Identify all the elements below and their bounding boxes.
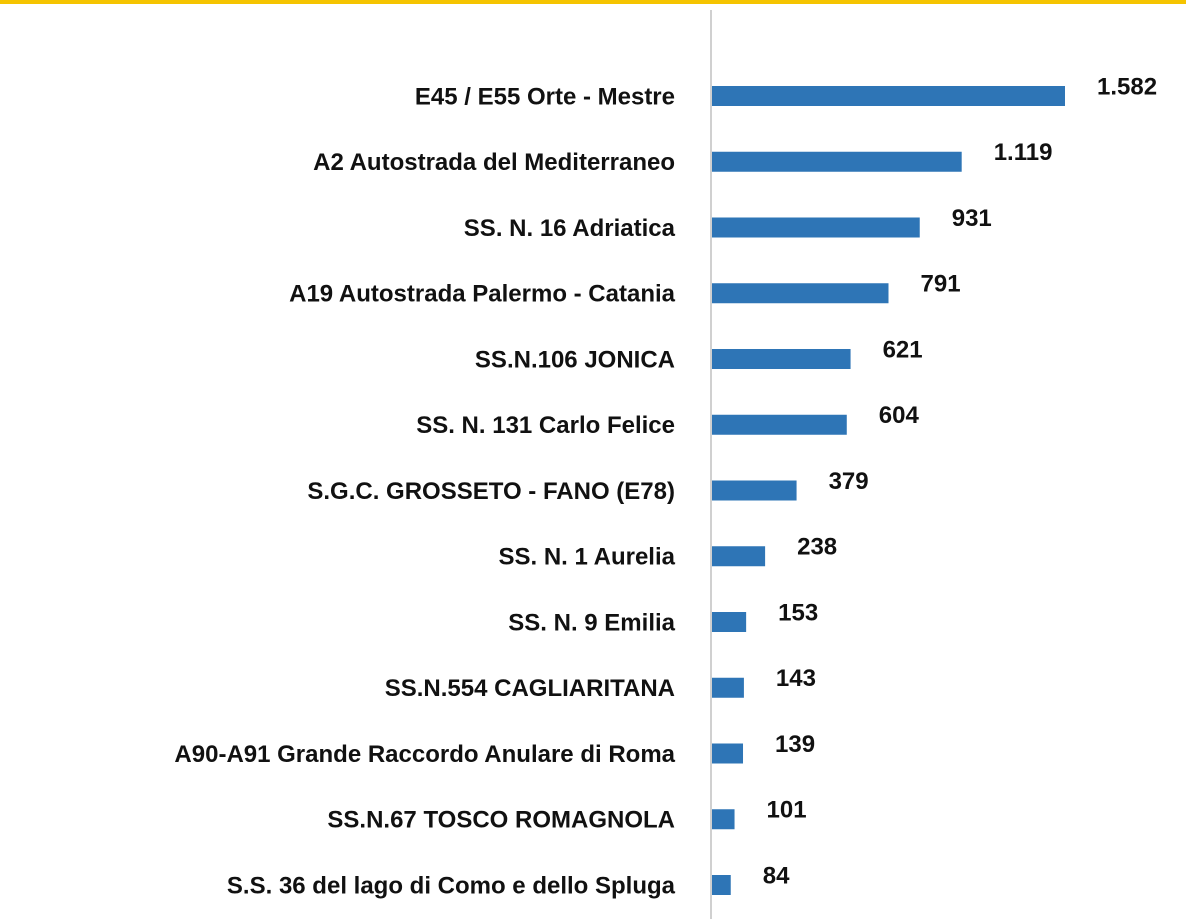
category-label: SS. N. 9 Emilia	[508, 609, 675, 636]
bar	[712, 480, 797, 501]
bar	[712, 546, 766, 567]
category-label: S.S. 36 del lago di Como e dello Spluga	[227, 872, 676, 899]
top-border	[0, 0, 1186, 4]
value-label: 84	[763, 862, 790, 889]
value-label: 931	[952, 205, 992, 232]
value-label: 1.582	[1097, 73, 1157, 100]
value-label: 143	[776, 665, 816, 692]
bar	[712, 283, 889, 304]
category-label: SS. N. 16 Adriatica	[464, 215, 676, 242]
category-label: SS.N.106 JONICA	[475, 346, 675, 373]
category-label: SS.N.67 TOSCO ROMAGNOLA	[327, 807, 675, 834]
value-label: 139	[775, 731, 815, 758]
value-label: 621	[883, 336, 923, 363]
value-label: 101	[767, 797, 807, 824]
value-label: 379	[829, 468, 869, 495]
bar	[712, 875, 731, 895]
category-label: SS. N. 1 Aurelia	[498, 544, 675, 571]
bar	[712, 86, 1065, 106]
bar	[712, 349, 851, 369]
category-label: A19 Autostrada Palermo - Catania	[289, 281, 676, 308]
category-label: E45 / E55 Orte - Mestre	[415, 83, 675, 110]
value-label: 791	[921, 271, 961, 298]
bar	[712, 677, 744, 698]
value-label: 153	[778, 599, 818, 626]
category-label: SS.N.554 CAGLIARITANA	[385, 675, 675, 702]
value-label: 1.119	[994, 139, 1053, 166]
category-label: SS. N. 131 Carlo Felice	[416, 412, 675, 439]
bar	[712, 414, 847, 435]
bar	[712, 151, 962, 172]
bar	[712, 612, 747, 632]
category-label: A90-A91 Grande Raccordo Anulare di Roma	[174, 741, 675, 768]
bar	[712, 743, 744, 764]
bar	[712, 809, 735, 830]
bar	[712, 217, 920, 238]
category-label: S.G.C. GROSSETO - FANO (E78)	[307, 478, 675, 505]
category-label: A2 Autostrada del Mediterraneo	[313, 149, 675, 176]
value-label: 238	[797, 534, 837, 561]
value-label: 604	[879, 402, 920, 429]
